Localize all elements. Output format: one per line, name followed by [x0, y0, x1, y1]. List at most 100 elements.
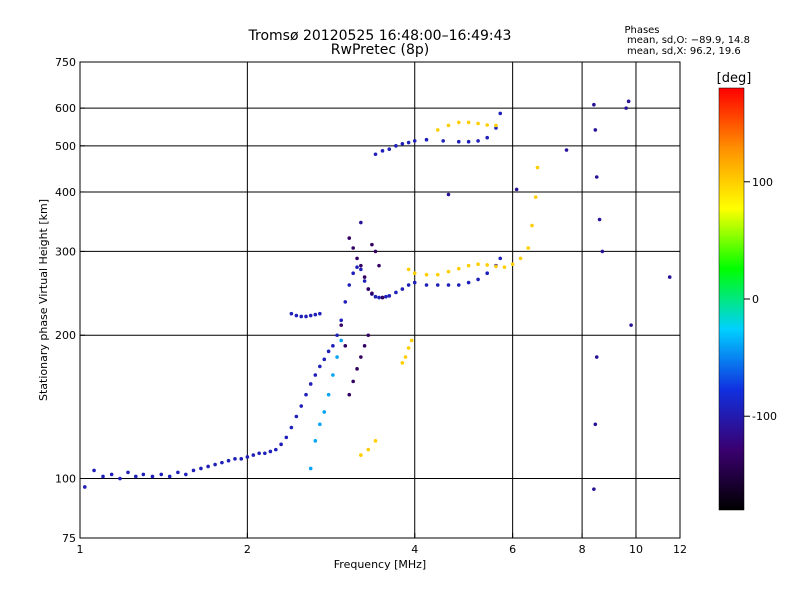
echo-point	[380, 295, 385, 300]
echo-point	[373, 152, 378, 157]
echo-point	[331, 373, 335, 377]
echo-point	[476, 277, 480, 282]
echo-point	[412, 271, 417, 276]
echo-point	[373, 294, 378, 299]
echo-point	[289, 311, 294, 316]
echo-point	[351, 379, 355, 384]
x-tick-label: 12	[673, 543, 687, 556]
echo-point	[600, 249, 605, 254]
echo-point	[220, 460, 224, 465]
echo-point	[485, 135, 489, 140]
echo-point	[373, 439, 378, 443]
echo-point	[624, 106, 628, 110]
echo-point	[456, 283, 461, 287]
echo-point	[594, 175, 599, 179]
echo-point	[355, 367, 359, 371]
echo-point	[400, 361, 405, 365]
y-axis-label: Stationary phase Virtual Height [km]	[37, 199, 50, 401]
echo-point	[594, 355, 599, 359]
echo-point	[424, 283, 429, 287]
echo-point	[370, 291, 374, 296]
echo-point	[299, 404, 304, 408]
colorbar-tick-label: 100	[752, 176, 773, 189]
phases-legend: Phases mean, sd,O: −89.9, 14.8 mean, sd,…	[624, 25, 750, 57]
echo-point	[412, 139, 417, 143]
echo-point	[406, 283, 411, 287]
phases-o-line: mean, sd,O: −89.9, 14.8	[627, 35, 750, 46]
echo-point	[355, 265, 359, 269]
echo-point	[82, 485, 87, 489]
echo-point	[514, 187, 519, 192]
echo-point	[626, 99, 631, 104]
echo-point	[400, 141, 405, 146]
echo-point	[394, 290, 398, 295]
y-tick-label: 100	[55, 473, 76, 486]
echo-point	[466, 280, 471, 285]
phases-x-line: mean, sd,X: 96.2, 19.6	[627, 46, 741, 57]
echo-point	[435, 272, 440, 277]
echo-point	[435, 283, 440, 287]
echo-point	[466, 263, 471, 268]
echo-point	[335, 355, 339, 359]
echo-point	[299, 314, 304, 319]
echo-point	[339, 323, 344, 327]
y-tick-label: 500	[55, 140, 76, 153]
echo-point	[359, 263, 363, 268]
echo-point	[456, 120, 461, 125]
echo-point	[226, 458, 231, 463]
echo-point	[347, 283, 352, 287]
echo-point	[446, 123, 451, 128]
echo-point	[109, 472, 114, 477]
echo-point	[403, 355, 408, 359]
echo-point	[318, 422, 322, 427]
echo-point	[304, 392, 308, 397]
echo-point	[359, 220, 363, 225]
echo-point	[213, 462, 217, 467]
echo-point	[313, 373, 318, 377]
echo-point	[518, 256, 523, 261]
echo-point	[251, 453, 256, 457]
x-tick-label: 10	[629, 543, 643, 556]
y-tick-label: 75	[62, 532, 76, 545]
echo-point	[274, 447, 278, 452]
echo-point	[424, 272, 429, 277]
echo-point	[406, 346, 411, 350]
data-points	[82, 99, 672, 491]
colorbar-label: [deg]	[717, 71, 752, 86]
echo-point	[592, 102, 596, 107]
echo-point	[159, 472, 164, 477]
echo-point	[377, 263, 381, 268]
chart-subtitle: RwPretec (8p)	[331, 42, 429, 58]
x-tick-label: 4	[411, 543, 418, 556]
echo-point	[597, 217, 602, 222]
echo-point	[441, 139, 445, 143]
echo-point	[394, 144, 398, 148]
echo-point	[592, 487, 596, 491]
echo-point	[424, 137, 429, 142]
phases-heading: Phases	[624, 25, 659, 36]
echo-point	[359, 453, 363, 457]
echo-point	[476, 121, 480, 126]
echo-point	[359, 267, 363, 272]
echo-point	[351, 271, 355, 276]
echo-point	[101, 474, 105, 479]
echo-point	[526, 246, 531, 250]
echo-point	[322, 357, 327, 362]
colorbar-tick-label: -100	[752, 410, 777, 423]
echo-point	[564, 148, 569, 152]
echo-point	[530, 223, 534, 228]
echo-point	[257, 451, 261, 456]
echo-point	[308, 382, 313, 386]
colorbar-tick-label: 0	[752, 293, 759, 306]
gridlines	[80, 62, 680, 538]
echo-point	[263, 451, 267, 456]
echo-point	[318, 311, 322, 316]
echo-point	[476, 262, 480, 267]
echo-point	[339, 338, 344, 343]
x-axis-label: Frequency [MHz]	[334, 558, 426, 571]
echo-point	[92, 468, 96, 473]
echo-point	[343, 300, 348, 304]
echo-point	[384, 294, 388, 299]
echo-point	[191, 468, 196, 473]
